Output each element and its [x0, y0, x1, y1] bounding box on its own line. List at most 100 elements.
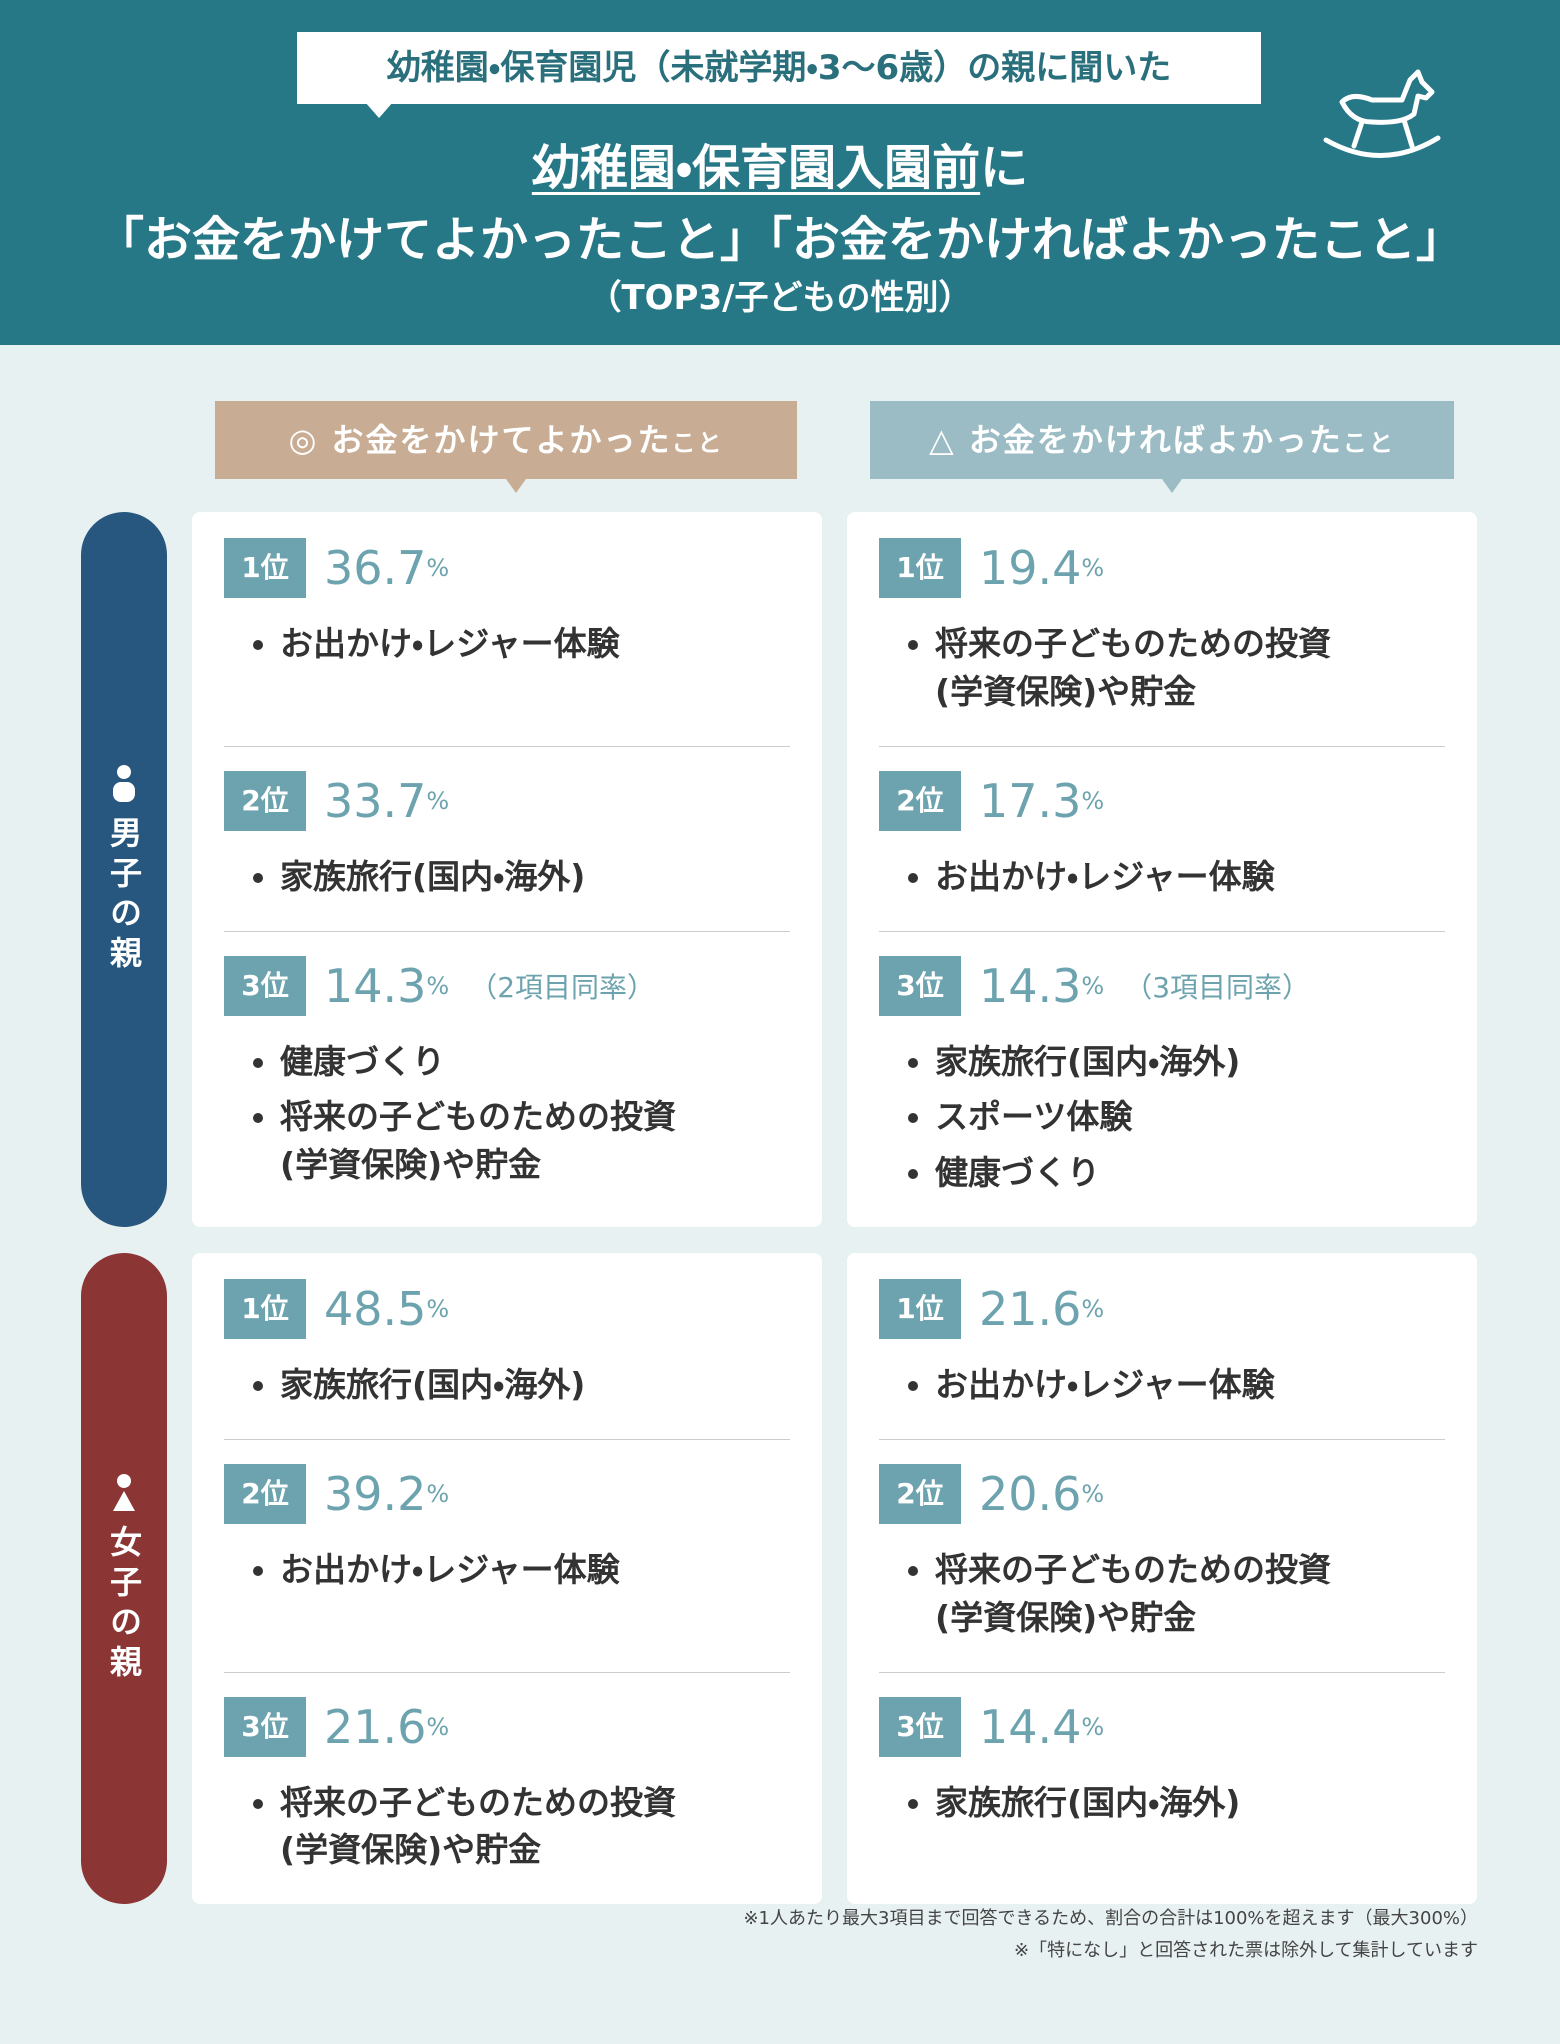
column-header: △ お金をかければよかったこと: [870, 401, 1454, 493]
item-list: 家族旅行(国内・海外): [224, 1361, 790, 1409]
rank-head: 2位 17.3%: [879, 770, 1445, 831]
rank-section: 3位 21.6% 将来の子どものための投資 (学資保険)や貯金: [192, 1673, 822, 1905]
item-list: 家族旅行(国内・海外): [879, 1779, 1445, 1827]
item-line: お出かけ・レジャー体験: [280, 624, 620, 663]
rank-section: 3位 14.3% （3項目同率） 家族旅行(国内・海外) スポーツ体験健康づくり: [847, 932, 1477, 1228]
item-line: 将来の子どものための投資: [280, 1782, 676, 1822]
percent-unit: %: [426, 554, 450, 582]
percent: 33.7: [324, 773, 427, 828]
percent-unit: %: [1081, 1712, 1105, 1741]
subtitle: （TOP3/子どもの性別）: [587, 278, 973, 318]
item-line: 家族旅行(国内・海外): [280, 856, 586, 896]
title: 幼稚園・保育園入園前に: [0, 128, 1560, 198]
rank-head: 2位 39.2%: [224, 1463, 790, 1524]
footnote: ※1人あたり最大3項目まで回答できるため、割合の合計は100%を超えます（最大3…: [743, 1908, 1478, 1929]
rank-section: 3位 14.3% （2項目同率） 健康づくり将来の子どものための投資 (学資保険)や貯金: [192, 932, 822, 1228]
tag: 幼稚園・保育園児（未就学期・3〜6歳）の親に聞いた: [297, 32, 1261, 118]
item-line: 将来の子どものための投資: [935, 1549, 1331, 1589]
item: 家族旅行(国内・海外): [935, 1038, 1445, 1086]
rank-head: 2位 33.7%: [224, 770, 790, 831]
percent: 14.3: [979, 958, 1082, 1013]
item-line: お出かけ・レジャー体験: [935, 1365, 1275, 1405]
footnote: ※「特になし」と回答された票は除外して集計しています: [1014, 1940, 1478, 1961]
item-list: 将来の子どものための投資 (学資保険)や貯金: [224, 1779, 790, 1875]
side-label: 女子の親: [81, 1253, 167, 1905]
main: 男子の親 1位 36.7% お出かけ・レジャー体験 2位 33.7% 家族旅行(国内・海外)…: [81, 512, 1478, 1930]
column-suffix: こと: [1342, 429, 1395, 457]
title-underlined: 幼稚園・保育園入園前: [531, 140, 981, 196]
item: 将来の子どものための投資 (学資保険)や貯金: [280, 1779, 790, 1875]
rank-badge: 2位: [879, 770, 961, 831]
item-line: 家族旅行(国内・海外): [280, 1365, 586, 1405]
person-icon: [113, 764, 135, 802]
item: お出かけ・レジャー体験: [935, 853, 1445, 901]
rank-badge: 1位: [879, 1279, 961, 1340]
person-icon: [113, 1473, 135, 1511]
percent-unit: %: [426, 1712, 450, 1741]
item: お出かけ・レジャー体験: [280, 1546, 790, 1594]
percent: 17.3: [979, 773, 1082, 828]
rank-head: 3位 21.6%: [224, 1696, 790, 1757]
rank-badge: 3位: [879, 955, 961, 1016]
notes: ※1人あたり最大3項目まで回答できるため、割合の合計は100%を超えます（最大3…: [743, 1903, 1478, 1967]
header: 幼稚園・保育園児（未就学期・3〜6歳）の親に聞いた 幼稚園・保育園入園前に 「お…: [0, 0, 1560, 345]
rank-section: 1位 19.4% 将来の子どものための投資 (学資保険)や貯金: [879, 512, 1445, 747]
item: 家族旅行(国内・海外): [280, 853, 790, 901]
column-symbol: ◎: [288, 421, 319, 459]
percent-unit: %: [1081, 971, 1105, 1000]
percent-unit: %: [426, 1295, 450, 1324]
item-line: お出かけ・レジャー体験: [280, 1549, 620, 1589]
rank-badge: 3位: [879, 1696, 961, 1757]
item-list: 将来の子どものための投資 (学資保険)や貯金: [879, 1546, 1445, 1642]
note: （2項目同率）: [469, 970, 656, 1004]
column-label: お金をかければよかった: [968, 421, 1343, 459]
item-line: (学資保険)や貯金: [935, 671, 1197, 711]
rank-head: 1位 48.5%: [224, 1279, 790, 1340]
item-list: 家族旅行(国内・海外) スポーツ体験健康づくり: [879, 1038, 1445, 1198]
item: お出かけ・レジャー体験: [935, 1361, 1445, 1409]
group: 男子の親 1位 36.7% お出かけ・レジャー体験 2位 33.7% 家族旅行(国内・海外)…: [81, 512, 1478, 1228]
item-list: お出かけ・レジャー体験: [224, 1546, 790, 1594]
rank-badge: 3位: [224, 1696, 306, 1757]
rank-badge: 1位: [879, 538, 961, 598]
rank-section: 1位 36.7% お出かけ・レジャー体験: [224, 512, 790, 747]
item: 健康づくり: [935, 1149, 1445, 1197]
rank-section: 2位 20.6% 将来の子どものための投資 (学資保険)や貯金: [879, 1440, 1445, 1673]
item-line: 家族旅行(国内・海外): [935, 1782, 1241, 1822]
percent: 48.5: [324, 1282, 427, 1337]
rank-head: 1位 36.7%: [224, 538, 790, 598]
column-header: ◎ お金をかけてよかったこと: [215, 401, 797, 493]
item-list: 将来の子どものための投資 (学資保険)や貯金: [879, 620, 1445, 716]
title-line2: 「お金をかけてよかったこと」「お金をかければよかったこと」: [95, 212, 1464, 268]
item-line: (学資保険)や貯金: [280, 1145, 542, 1185]
item-list: 家族旅行(国内・海外): [224, 853, 790, 901]
percent: 20.6: [979, 1466, 1082, 1521]
rank-head: 3位 14.3% （3項目同率）: [879, 955, 1445, 1016]
percent-unit: %: [426, 1479, 450, 1508]
item-line: (学資保険)や貯金: [935, 1597, 1197, 1637]
percent-unit: %: [1081, 1479, 1105, 1508]
card: [192, 512, 822, 1228]
group: 女子の親 1位 48.5% 家族旅行(国内・海外) 2位 39.2% お出かけ・レジャー体験…: [81, 1253, 1478, 1905]
item-line: お出かけ・レジャー体験: [935, 856, 1275, 896]
rank-section: 1位 21.6% お出かけ・レジャー体験: [879, 1253, 1445, 1440]
rank-badge: 3位: [224, 955, 306, 1016]
rank-head: 3位 14.3% （2項目同率）: [224, 955, 790, 1016]
rank-badge: 2位: [879, 1463, 961, 1524]
card: [192, 1253, 822, 1905]
pointer: [1162, 479, 1182, 493]
rank-badge: 2位: [224, 770, 306, 831]
pointer: [506, 479, 526, 493]
item-line: 家族旅行(国内・海外): [935, 1041, 1241, 1081]
rank-head: 1位 19.4%: [879, 538, 1445, 598]
side-text: 男子の親: [105, 815, 143, 976]
horse-icon: [1323, 69, 1441, 158]
percent-unit: %: [426, 786, 450, 815]
item: 将来の子どものための投資 (学資保険)や貯金: [935, 620, 1445, 716]
item-list: 健康づくり将来の子どものための投資 (学資保険)や貯金: [224, 1038, 790, 1190]
item-line: (学資保険)や貯金: [280, 1830, 542, 1870]
card: [847, 1253, 1477, 1905]
item-line: 将来の子どものための投資: [935, 624, 1331, 663]
column-label: お金をかけてよかった: [331, 421, 672, 459]
